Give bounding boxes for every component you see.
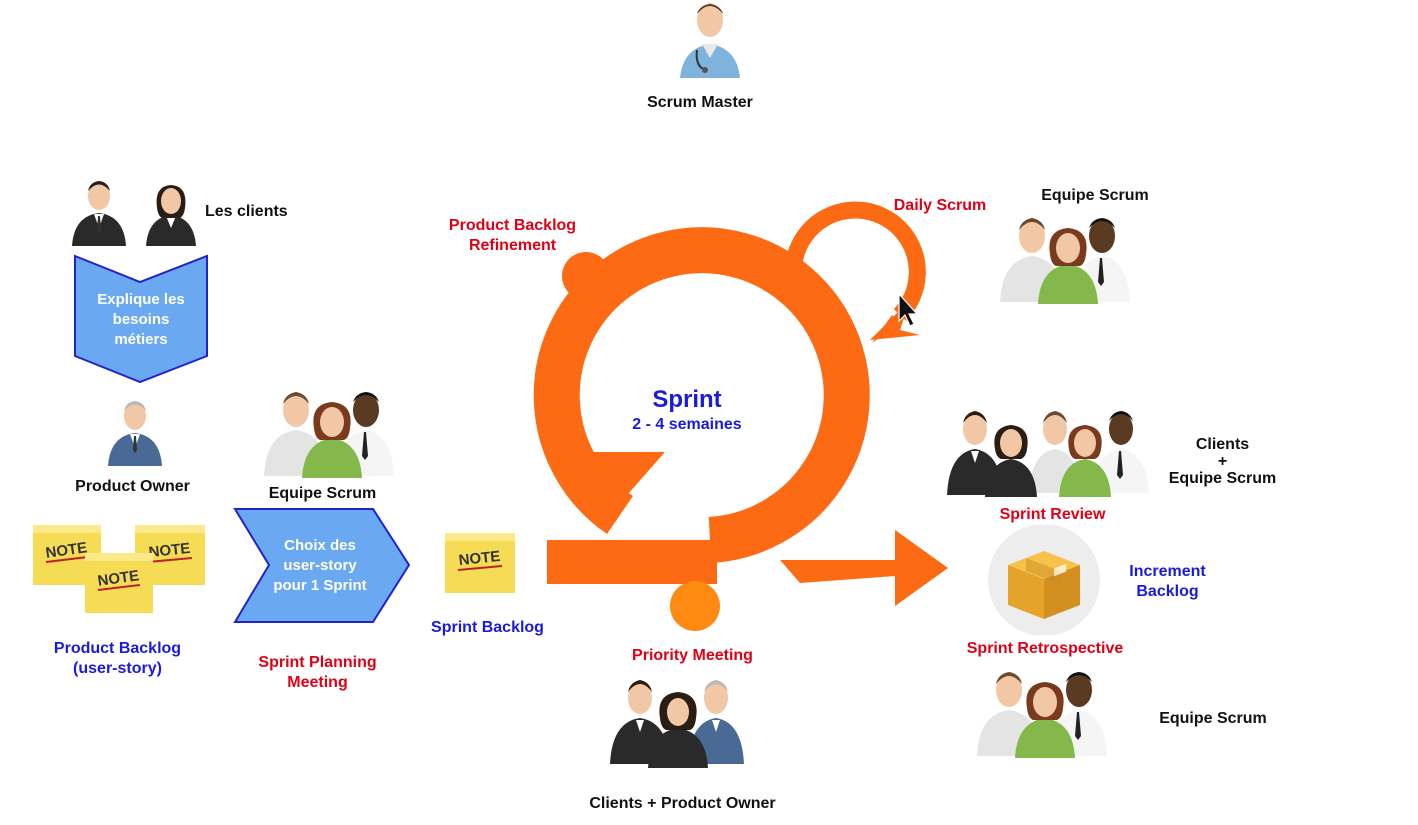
note-text: NOTE <box>148 540 191 561</box>
note-text: NOTE <box>97 567 141 590</box>
scrum-master-label: Scrum Master <box>647 94 753 111</box>
explique-text: Explique les besoins métiers <box>74 290 208 350</box>
mouse-cursor-icon <box>898 293 919 327</box>
increment-line-2: Backlog <box>1136 583 1199 600</box>
businesswoman-icon <box>146 185 196 246</box>
product-backlog-line-1: Product Backlog <box>53 640 182 657</box>
note-text: NOTE <box>458 548 501 569</box>
daily-scrum-label: Daily Scrum <box>893 197 987 214</box>
pbr-line-2: Refinement <box>468 237 557 254</box>
explique-chevron <box>74 254 208 384</box>
sprint-title: Sprint <box>652 386 722 413</box>
clients-team-label: Clients + Equipe Scrum <box>1155 435 1290 489</box>
choix-text: Choix des user-story pour 1 Sprint <box>255 536 385 596</box>
clients-team-line-3: Equipe Scrum <box>1168 470 1277 487</box>
equipe-scrum-top-label: Equipe Scrum <box>1041 187 1149 204</box>
sprint-exit-arrow <box>780 530 948 606</box>
choix-line-2: user-story <box>283 557 357 574</box>
sprint-exit-band <box>547 540 717 584</box>
explique-line-3: métiers <box>114 331 168 348</box>
sprint-retro-label: Sprint Retrospective <box>966 640 1124 657</box>
sprint-duration: 2 - 4 semaines <box>632 416 742 433</box>
clients-team-line-2: + <box>1217 453 1228 470</box>
pbr-line-1: Product Backlog <box>448 217 577 234</box>
product-backlog-notes: NOTE NOTE NOTE <box>32 524 212 616</box>
refinement-dot <box>562 252 610 300</box>
clients-team-line-1: Clients <box>1195 436 1250 453</box>
product-backlog-label: Product Backlog (user-story) <box>35 639 200 679</box>
equipe-scrum-left-label: Equipe Scrum <box>268 485 377 502</box>
sprint-review-label: Sprint Review <box>999 506 1106 523</box>
note-text: NOTE <box>45 539 89 562</box>
sticky-note-icon: NOTE <box>85 553 153 613</box>
sprint-loop-arrowhead <box>555 452 665 528</box>
team-icon <box>610 680 744 768</box>
increment-line-1: Increment <box>1129 563 1206 580</box>
priority-meeting-dot <box>670 581 720 631</box>
team-icon <box>264 392 394 478</box>
sprint-planning-line-1: Sprint Planning <box>258 654 377 671</box>
cardboard-box-icon <box>988 525 1100 635</box>
les-clients-label: Les clients <box>205 203 288 220</box>
sprint-loop-arrow <box>533 227 870 563</box>
product-owner-label: Product Owner <box>75 478 190 495</box>
sprint-planning-line-2: Meeting <box>287 674 348 691</box>
team-icon <box>947 411 1149 497</box>
sticky-note-icon: NOTE <box>445 533 515 593</box>
businessman-icon <box>108 401 162 466</box>
sticky-note-icon: NOTE <box>33 525 101 585</box>
choix-arrow-shape <box>233 508 411 623</box>
product-backlog-line-2: (user-story) <box>73 660 162 677</box>
choix-line-1: Choix des <box>284 537 356 554</box>
increment-label: Increment Backlog <box>1110 562 1225 602</box>
explique-line-2: besoins <box>112 311 170 328</box>
priority-meeting-label: Priority Meeting <box>632 647 753 664</box>
daily-scrum-loop <box>784 201 926 321</box>
equipe-scrum-bottom-label: Equipe Scrum <box>1159 710 1267 727</box>
choix-line-3: pour 1 Sprint <box>273 577 367 594</box>
sprint-backlog-label: Sprint Backlog <box>431 619 544 636</box>
sprint-planning-label: Sprint Planning Meeting <box>235 653 400 693</box>
pbr-label: Product Backlog Refinement <box>430 216 595 256</box>
team-icon <box>977 672 1107 758</box>
doctor-icon <box>680 3 740 78</box>
businessman-icon <box>72 181 126 246</box>
clients-po-label: Clients + Product Owner <box>589 795 776 812</box>
explique-line-1: Explique les <box>97 291 185 308</box>
team-icon <box>1000 218 1130 304</box>
